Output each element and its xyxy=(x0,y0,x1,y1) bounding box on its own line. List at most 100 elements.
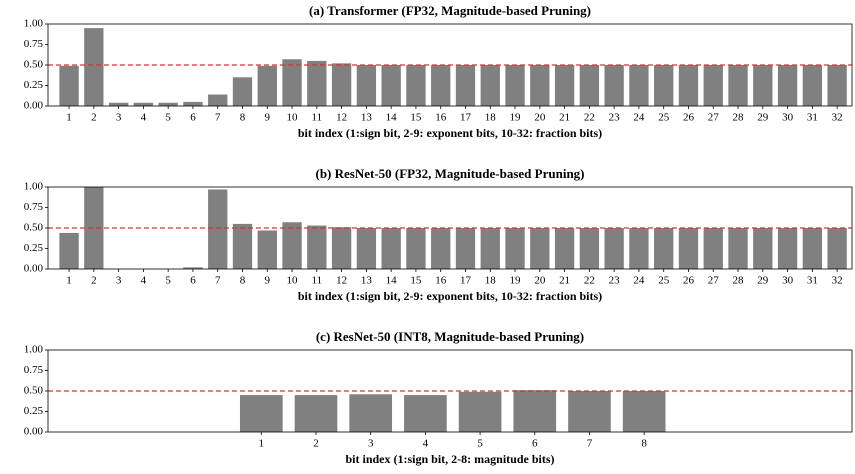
bar xyxy=(208,94,228,106)
x-tick-label: 12 xyxy=(336,275,347,287)
bar xyxy=(728,65,748,106)
bar xyxy=(282,59,302,106)
x-tick-label: 4 xyxy=(141,275,147,287)
bar xyxy=(84,187,104,269)
x-tick-label: 6 xyxy=(190,112,196,124)
x-tick-label: 16 xyxy=(435,275,447,287)
bar xyxy=(232,223,253,269)
bar xyxy=(579,65,600,106)
x-tick-label: 2 xyxy=(91,275,97,287)
x-tick-label: 15 xyxy=(410,112,422,124)
bar xyxy=(208,189,228,269)
bar xyxy=(133,102,154,106)
bar xyxy=(654,228,674,269)
x-tick-label: 17 xyxy=(460,112,472,124)
bar xyxy=(678,228,699,269)
x-tick-label: 20 xyxy=(534,275,546,287)
bar xyxy=(331,227,352,269)
y-tick-label: 0.75 xyxy=(24,201,44,213)
x-tick-label: 13 xyxy=(361,112,373,124)
bar xyxy=(257,65,277,106)
bar xyxy=(84,28,104,107)
bar xyxy=(827,228,847,269)
bar xyxy=(604,65,624,106)
bar xyxy=(59,65,79,106)
x-tick-label: 3 xyxy=(116,112,122,124)
x-tick-label: 11 xyxy=(312,275,323,287)
bar xyxy=(629,228,649,269)
x-tick-label: 31 xyxy=(807,112,818,124)
x-tick-label: 28 xyxy=(733,112,745,124)
x-tick-label: 23 xyxy=(609,275,621,287)
x-tick-label: 16 xyxy=(435,112,447,124)
x-tick-label: 24 xyxy=(633,275,645,287)
x-tick-label: 13 xyxy=(361,275,373,287)
x-tick-label: 9 xyxy=(265,112,271,124)
bar xyxy=(480,228,500,269)
y-tick-label: 0.25 xyxy=(24,79,44,91)
bar xyxy=(381,65,401,106)
bar xyxy=(257,230,277,269)
chart-title: (b) ResNet-50 (FP32, Magnitude-based Pru… xyxy=(315,166,584,181)
x-tick-label: 2 xyxy=(313,438,319,450)
bar xyxy=(349,394,393,432)
x-tick-label: 3 xyxy=(368,438,374,450)
x-tick-label: 14 xyxy=(386,275,398,287)
bar xyxy=(108,102,129,106)
x-axis-label: bit index (1:sign bit, 2-8: magnitude bi… xyxy=(345,452,554,466)
x-tick-label: 7 xyxy=(215,112,221,124)
y-tick-label: 0.75 xyxy=(24,364,44,376)
bar xyxy=(802,65,823,106)
y-tick-label: 1.00 xyxy=(24,181,44,193)
x-tick-label: 20 xyxy=(534,112,546,124)
bar xyxy=(431,228,451,269)
bar xyxy=(554,65,575,106)
x-tick-label: 21 xyxy=(559,275,570,287)
bar xyxy=(530,65,550,106)
x-tick-label: 32 xyxy=(832,112,843,124)
chart-title: (c) ResNet-50 (INT8, Magnitude-based Pru… xyxy=(316,329,584,344)
bar xyxy=(59,232,79,269)
bar xyxy=(654,65,674,106)
x-tick-label: 25 xyxy=(658,112,670,124)
bar xyxy=(622,391,666,432)
bar xyxy=(307,225,327,269)
bar xyxy=(513,390,557,432)
x-tick-label: 15 xyxy=(410,275,422,287)
x-tick-label: 32 xyxy=(832,275,843,287)
x-tick-label: 22 xyxy=(584,275,595,287)
x-tick-label: 19 xyxy=(510,112,522,124)
bar xyxy=(728,228,748,269)
bar xyxy=(703,228,723,269)
x-axis-label: bit index (1:sign bit, 2-9: exponent bit… xyxy=(298,289,602,303)
x-tick-label: 8 xyxy=(240,112,246,124)
x-tick-label: 30 xyxy=(782,112,794,124)
bar xyxy=(802,228,823,269)
x-tick-label: 31 xyxy=(807,275,818,287)
bar xyxy=(282,222,302,269)
x-tick-label: 18 xyxy=(485,275,497,287)
x-tick-label: 4 xyxy=(141,112,147,124)
bar xyxy=(431,65,451,106)
bar xyxy=(232,77,253,106)
bar xyxy=(530,228,550,269)
bar xyxy=(406,228,426,269)
bar xyxy=(604,228,624,269)
y-tick-label: 1.00 xyxy=(24,344,44,356)
x-tick-label: 5 xyxy=(477,438,483,450)
x-tick-label: 29 xyxy=(757,112,769,124)
x-tick-label: 1 xyxy=(66,275,72,287)
y-tick-label: 0.25 xyxy=(24,242,44,254)
x-tick-label: 7 xyxy=(215,275,221,287)
bar xyxy=(703,65,723,106)
x-tick-label: 27 xyxy=(708,112,720,124)
x-tick-label: 6 xyxy=(532,438,538,450)
x-tick-label: 1 xyxy=(66,112,72,124)
x-tick-label: 26 xyxy=(683,275,695,287)
bar xyxy=(183,101,203,106)
bar xyxy=(455,65,476,106)
y-tick-label: 0.50 xyxy=(24,222,44,234)
bar xyxy=(678,65,699,106)
bar xyxy=(480,65,500,106)
x-tick-label: 21 xyxy=(559,112,570,124)
